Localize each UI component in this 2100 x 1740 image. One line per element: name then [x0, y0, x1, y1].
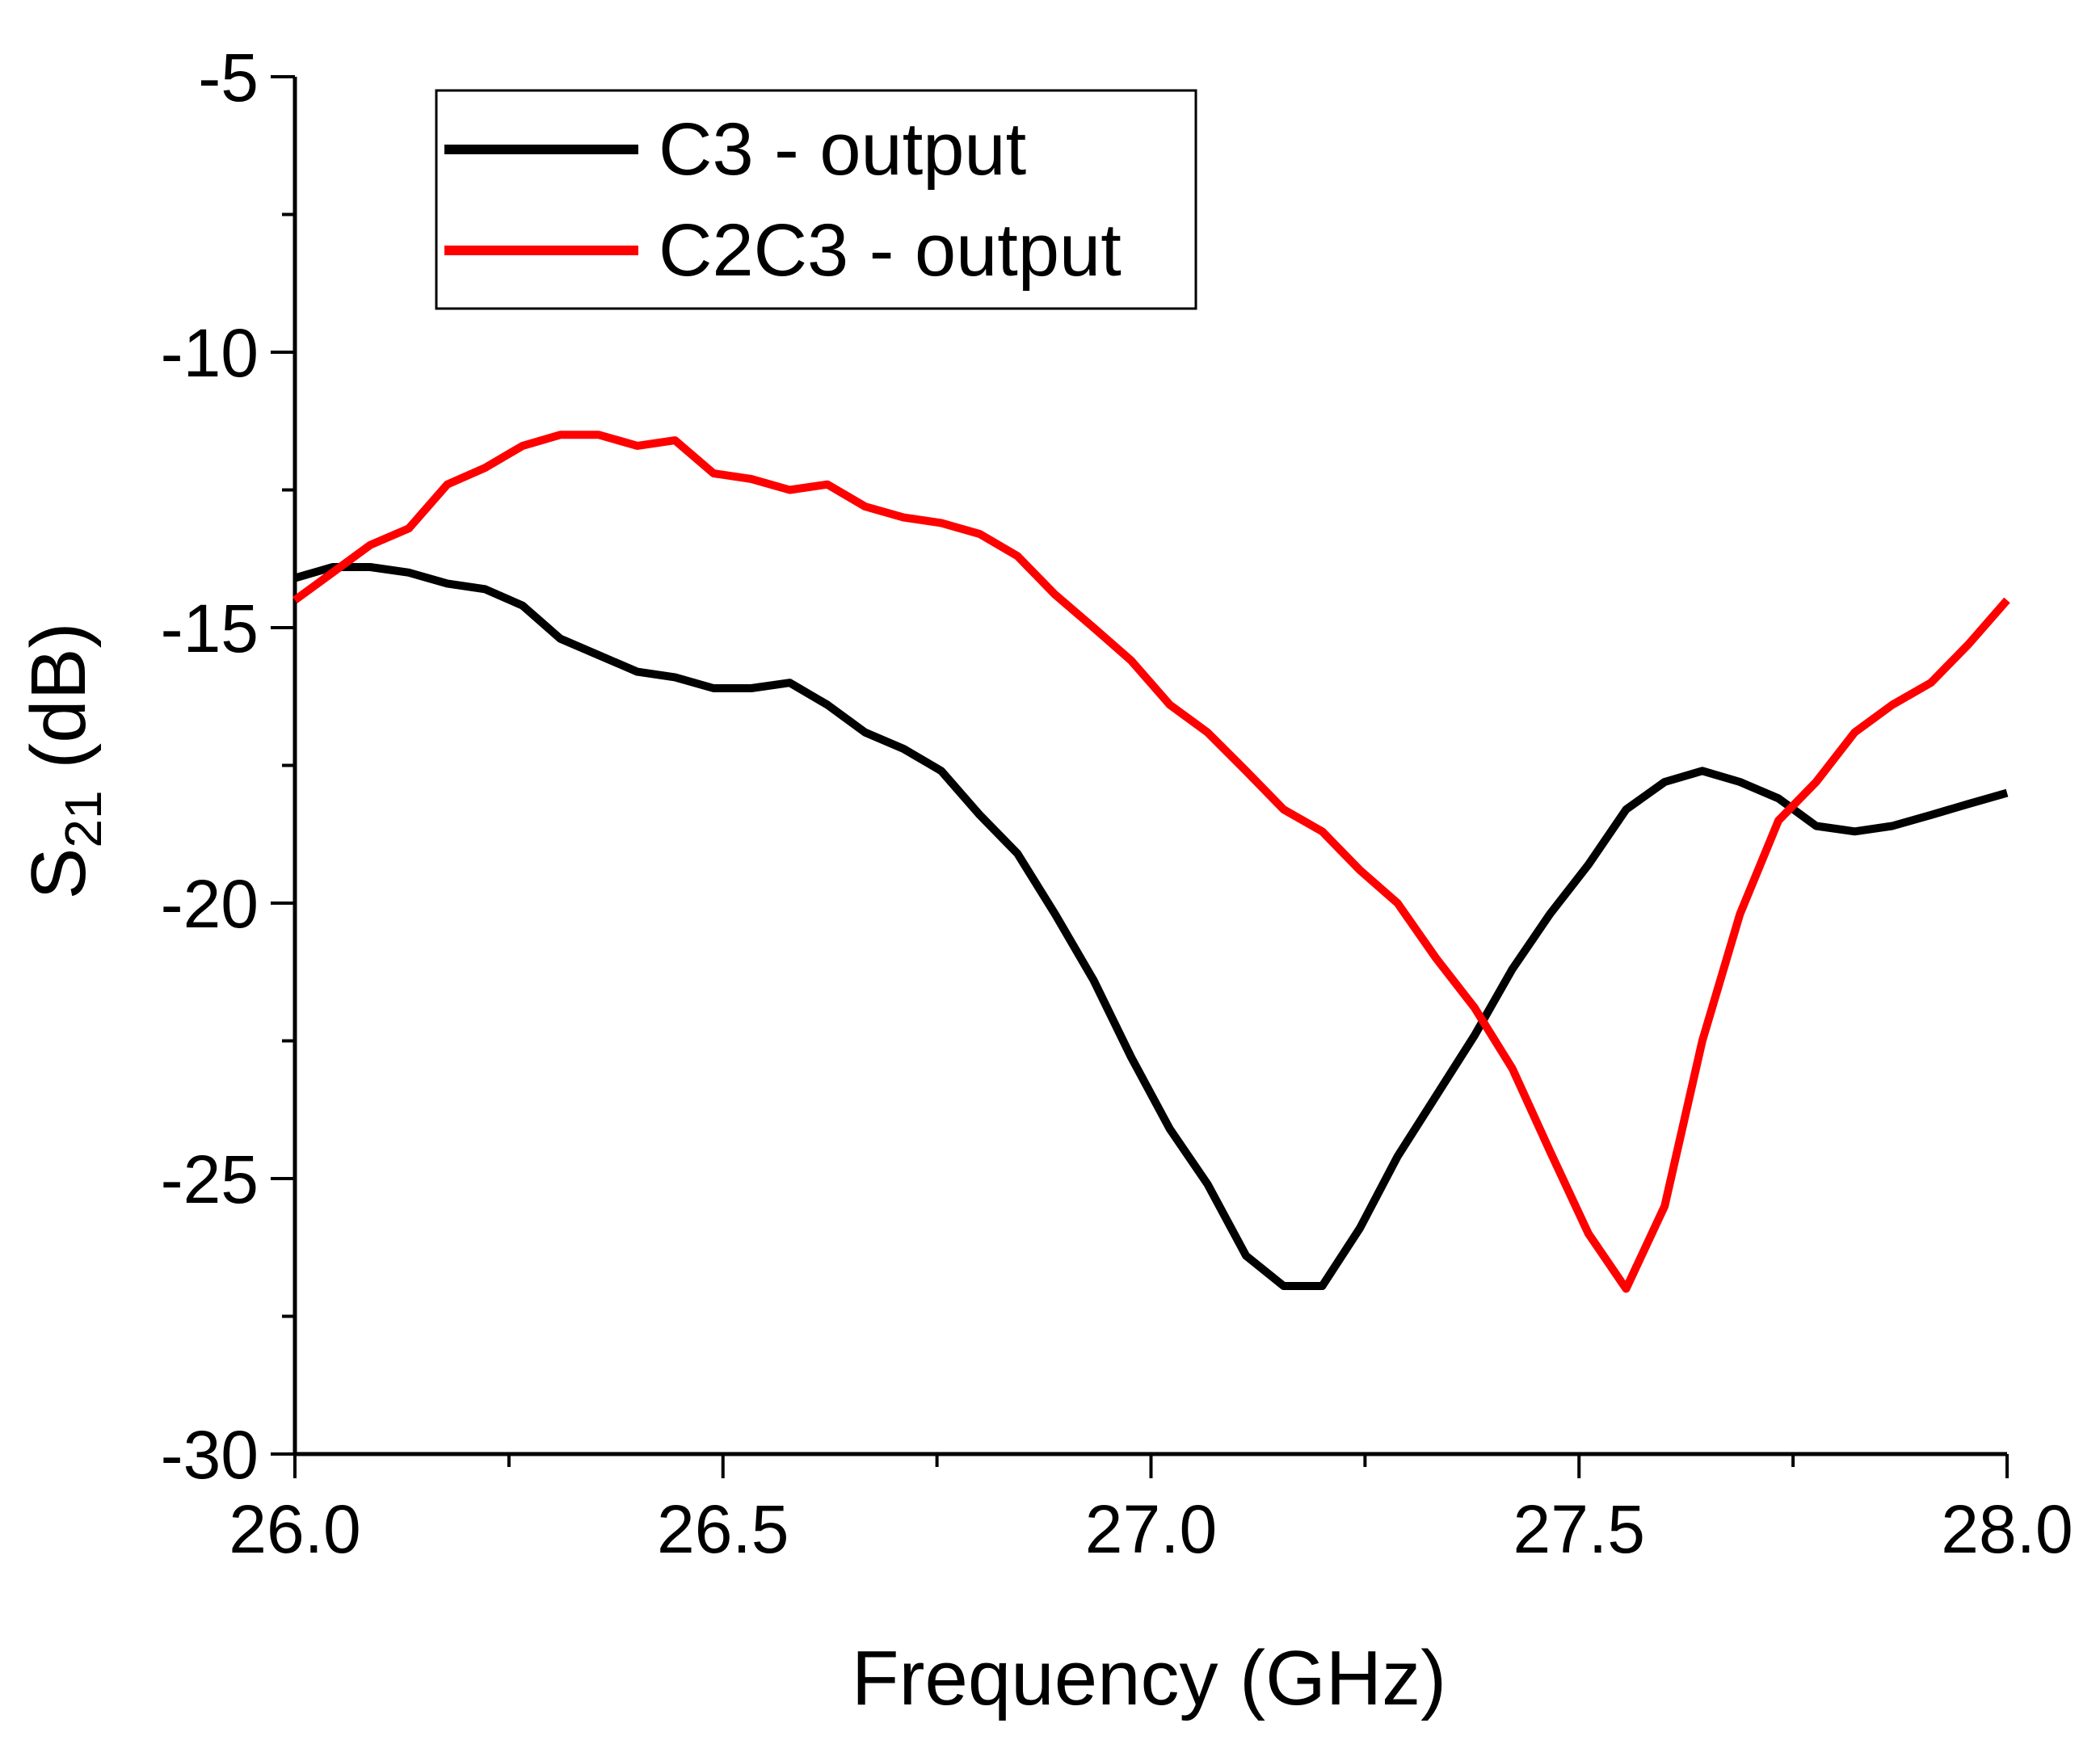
legend-label-c2c3: C2C3 - output	[659, 209, 1122, 292]
y-tick-label: -10	[161, 315, 259, 391]
y-axis-title-suffix: (dB)	[15, 622, 102, 790]
legend: C3 - output C2C3 - output	[435, 89, 1197, 310]
y-axis-title-main: S	[15, 848, 102, 900]
x-tick-label: 26.0	[229, 1491, 361, 1567]
series-line-c2c3	[292, 431, 2010, 1293]
x-tick-label: 26.5	[657, 1491, 789, 1567]
x-tick-label: 28.0	[1941, 1491, 2073, 1567]
series-layer	[292, 431, 2010, 1293]
y-tick-label: -25	[161, 1141, 259, 1217]
y-tick-label: -30	[161, 1417, 259, 1493]
axes: 26.0 26.5 27.0 27.5 28.0 -30 -25 -20 -15 -10 -5	[161, 40, 2073, 1567]
y-tick-label: -20	[161, 866, 259, 942]
series-line-c3	[293, 563, 2009, 1290]
x-axis-title: Frequency (GHz)	[852, 1635, 1446, 1721]
legend-box	[435, 89, 1197, 310]
y-axis-title-subscript: 21	[54, 790, 112, 847]
x-tick-label: 27.0	[1085, 1491, 1218, 1567]
legend-label-c3: C3 - output	[659, 108, 1026, 191]
y-tick-label: -5	[198, 40, 259, 116]
y-axis-title: S21 (dB)	[15, 622, 112, 899]
x-tick-label: 27.5	[1513, 1491, 1646, 1567]
y-tick-label: -15	[161, 591, 259, 666]
